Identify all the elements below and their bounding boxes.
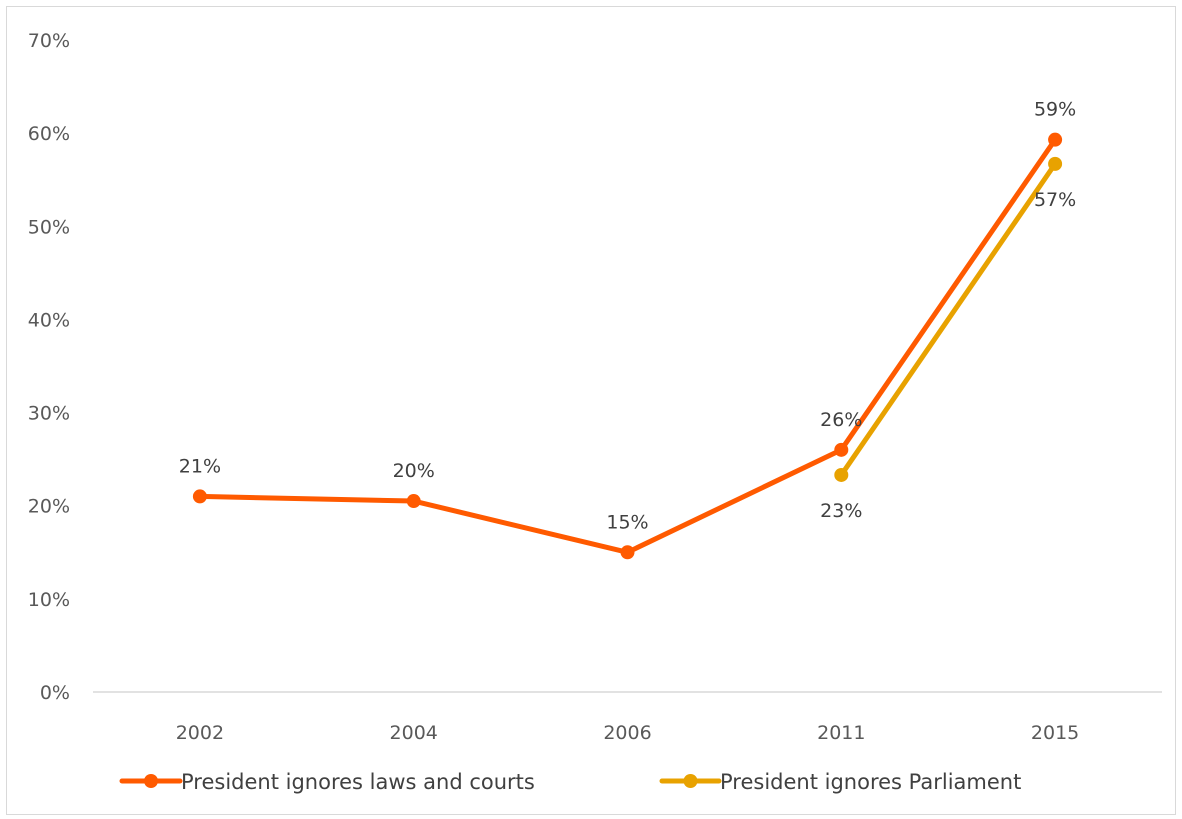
data-label: 15% — [606, 511, 648, 533]
legend-label: President ignores laws and courts — [181, 770, 535, 794]
y-tick-label: 10% — [28, 589, 70, 611]
legend-label: President ignores Parliament — [720, 770, 1021, 794]
legend: President ignores laws and courts Preside… — [119, 770, 1021, 794]
y-tick-label: 60% — [28, 123, 70, 145]
y-axis-ticks: 0% 10% 20% 30% 40% 50% 60% 70% — [28, 30, 70, 704]
data-label: 26% — [820, 409, 862, 431]
data-label: 20% — [393, 460, 435, 482]
data-label: 23% — [820, 500, 862, 522]
data-point — [1048, 156, 1063, 171]
legend-swatch-marker — [683, 774, 698, 788]
data-point — [406, 494, 421, 509]
data-point — [620, 545, 635, 560]
y-tick-label: 50% — [28, 216, 70, 238]
x-axis-ticks: 2002 2004 2006 2011 2015 — [176, 722, 1080, 744]
legend-swatch-marker — [144, 774, 158, 788]
series-line — [838, 161, 1058, 478]
data-label: 21% — [179, 455, 221, 477]
data-point — [192, 489, 207, 504]
x-tick-label: 2015 — [1031, 722, 1079, 744]
data-point — [1048, 132, 1063, 147]
series-line — [197, 137, 1058, 555]
y-tick-label: 0% — [40, 682, 70, 704]
y-tick-label: 30% — [28, 403, 70, 425]
data-labels: 23% 57% 21% 20% 15% 26% 59% — [179, 99, 1076, 534]
data-label: 59% — [1034, 99, 1076, 121]
data-point — [834, 442, 849, 457]
data-label: 57% — [1034, 189, 1076, 211]
series-group — [192, 132, 1063, 560]
x-tick-label: 2002 — [176, 722, 224, 744]
x-tick-label: 2004 — [390, 722, 438, 744]
y-tick-label: 40% — [28, 309, 70, 331]
chart-frame — [6, 6, 1176, 815]
y-tick-label: 70% — [28, 30, 70, 52]
y-tick-label: 20% — [28, 496, 70, 518]
x-tick-label: 2011 — [817, 722, 865, 744]
data-point — [834, 467, 849, 482]
x-tick-label: 2006 — [603, 722, 651, 744]
